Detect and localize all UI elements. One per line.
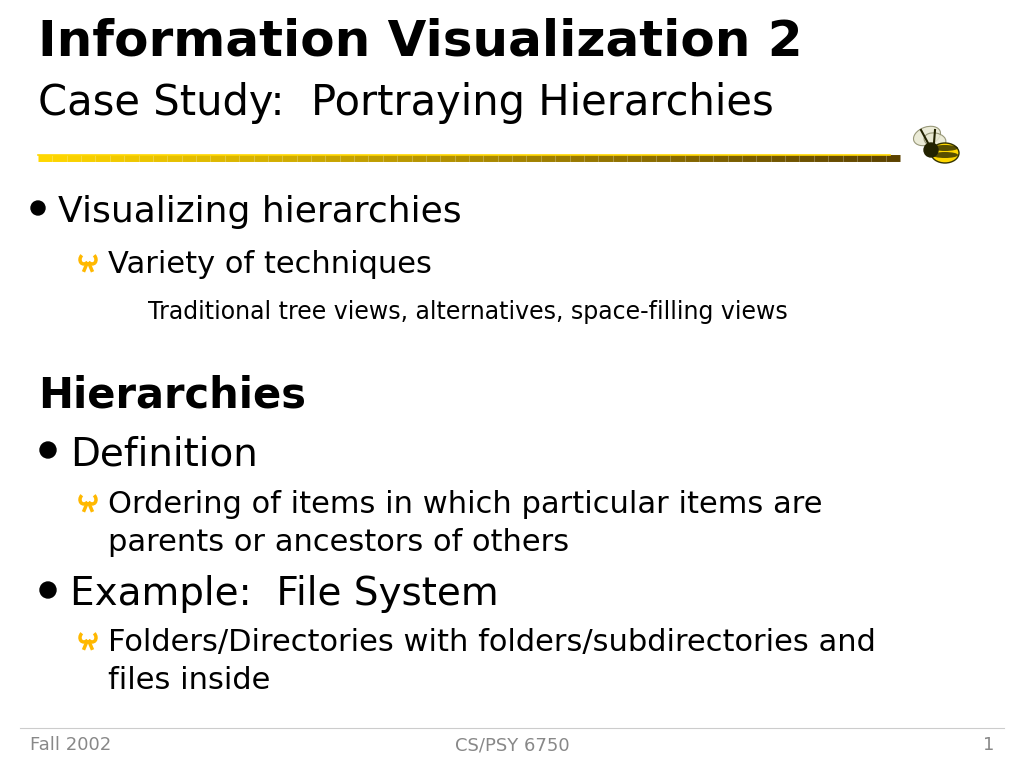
Circle shape	[31, 201, 45, 215]
Text: Traditional tree views, alternatives, space-filling views: Traditional tree views, alternatives, sp…	[148, 300, 787, 324]
Circle shape	[924, 143, 938, 157]
Circle shape	[40, 582, 56, 598]
Text: Example:  File System: Example: File System	[70, 575, 499, 613]
Text: Visualizing hierarchies: Visualizing hierarchies	[58, 195, 462, 229]
Circle shape	[40, 442, 56, 458]
Text: Ordering of items in which particular items are
parents or ancestors of others: Ordering of items in which particular it…	[108, 490, 822, 558]
Ellipse shape	[932, 152, 958, 158]
Ellipse shape	[931, 143, 959, 163]
Text: Definition: Definition	[70, 435, 258, 473]
Text: Fall 2002: Fall 2002	[30, 736, 112, 754]
Text: 1: 1	[983, 736, 994, 754]
Text: Hierarchies: Hierarchies	[38, 375, 306, 417]
Ellipse shape	[932, 145, 958, 151]
Text: Variety of techniques: Variety of techniques	[108, 250, 432, 279]
Text: Information Visualization 2: Information Visualization 2	[38, 18, 803, 66]
Ellipse shape	[913, 126, 940, 146]
Text: Case Study:  Portraying Hierarchies: Case Study: Portraying Hierarchies	[38, 82, 774, 124]
Text: Folders/Directories with folders/subdirectories and
files inside: Folders/Directories with folders/subdire…	[108, 628, 876, 695]
Text: CS/PSY 6750: CS/PSY 6750	[455, 736, 569, 754]
Ellipse shape	[924, 133, 946, 147]
